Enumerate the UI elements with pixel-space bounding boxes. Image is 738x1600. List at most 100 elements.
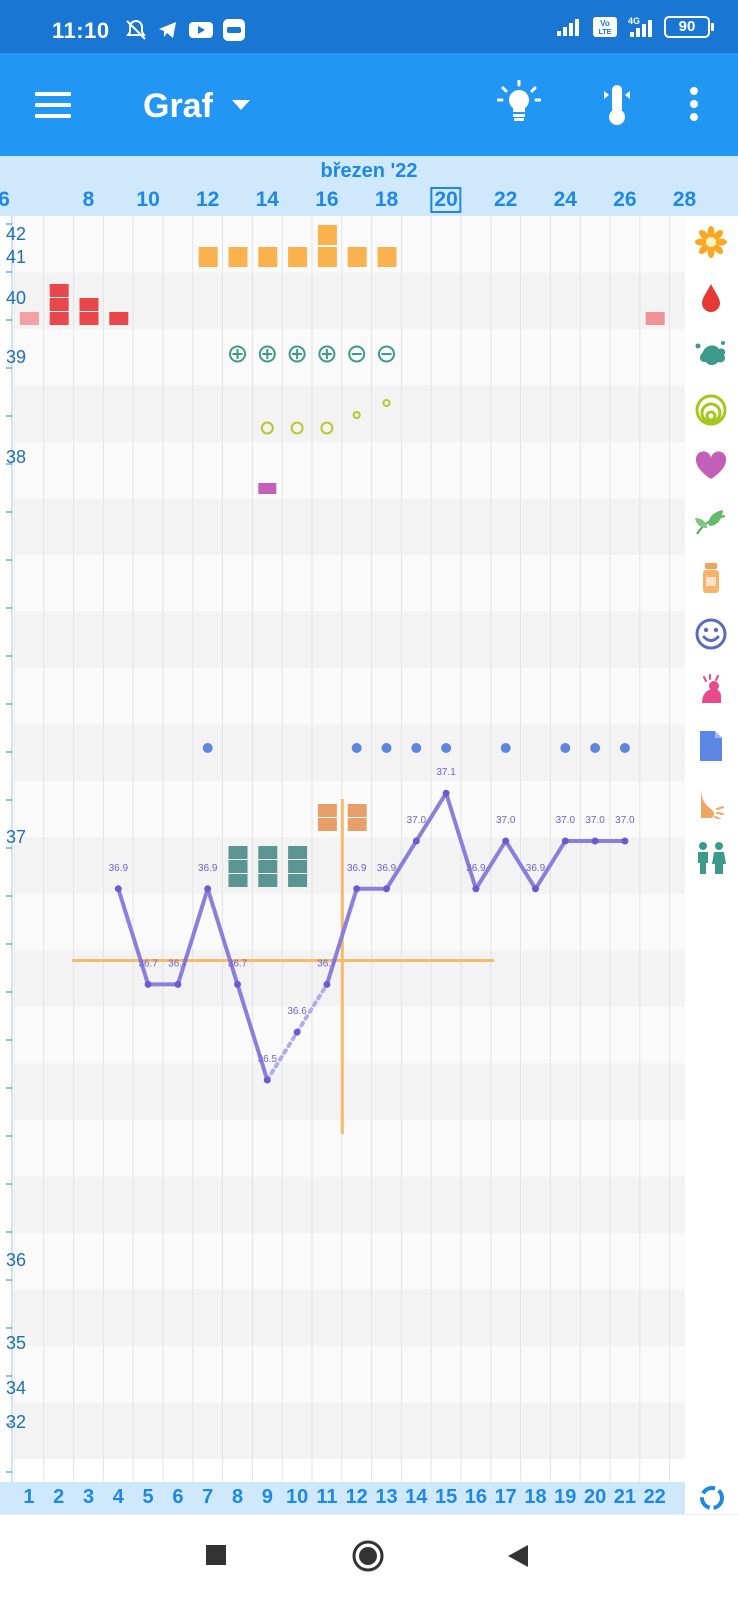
date-label: 22 (494, 188, 518, 211)
row-band (14, 555, 685, 612)
bleeding-mark (645, 312, 665, 325)
cervical-fluid-mark (258, 247, 278, 267)
cervical-fluid-mark (317, 247, 337, 267)
temperature-value-label: 36.9 (466, 863, 486, 874)
cycle-day-label[interactable]: 9 (261, 1486, 273, 1508)
row-band (14, 950, 685, 1007)
cycle-day-label[interactable]: 17 (494, 1486, 517, 1508)
medicine-bottle-icon[interactable] (691, 558, 731, 598)
temperature-segment (324, 886, 359, 987)
temperature-value-label: 37.1 (436, 767, 456, 778)
cycle-chart[interactable]: 42 41 40 39 38 37 36 35 34 32 36.9 36.7 36.7 36.9 36.7… (0, 216, 685, 1482)
row-band (14, 1233, 685, 1290)
temperature-segment (295, 982, 329, 1035)
splash-icon[interactable] (691, 334, 731, 374)
category-icon-column (685, 216, 738, 1482)
test-mark (288, 874, 308, 887)
date-label: 18 (374, 188, 399, 211)
cycle-day-label[interactable]: 1 (23, 1486, 35, 1508)
cervical-fluid-mark (198, 247, 218, 267)
refresh-icon[interactable] (698, 1484, 726, 1512)
temperature-point (114, 885, 122, 893)
heart-icon[interactable] (691, 446, 731, 486)
cycle-day-label[interactable]: 15 (434, 1486, 458, 1508)
cycle-day-label[interactable]: 21 (613, 1486, 637, 1508)
cycle-day-label[interactable]: 14 (405, 1486, 428, 1508)
temperature-segment (414, 791, 449, 843)
back-button[interactable] (506, 1543, 530, 1569)
y-axis-label: 41 (6, 247, 26, 267)
temperature-point (532, 885, 539, 893)
pain-mark (317, 818, 337, 831)
recents-button[interactable] (204, 1543, 228, 1567)
y-axis-label: 42 (6, 224, 26, 244)
temperature-segment (175, 886, 210, 987)
row-band (14, 668, 685, 725)
cycle-day-label[interactable]: 3 (82, 1486, 95, 1508)
cycle-day-label[interactable]: 12 (345, 1486, 368, 1508)
date-label: 6 (0, 188, 10, 211)
pain-mark (347, 804, 367, 817)
blood-drop-icon[interactable] (691, 278, 731, 318)
battery-indicator: 90 (664, 16, 714, 38)
cycle-day-label[interactable]: 19 (554, 1486, 577, 1508)
flower-icon[interactable] (691, 222, 731, 262)
leaf-icon[interactable] (691, 502, 731, 542)
menu-icon[interactable] (35, 92, 71, 118)
test-mark (228, 846, 248, 859)
cycle-day-label[interactable]: 4 (112, 1486, 124, 1508)
row-band (14, 385, 685, 442)
temperature-point (591, 837, 599, 845)
youtube-icon (189, 22, 213, 38)
test-mark (228, 874, 248, 887)
lightbulb-icon[interactable] (497, 80, 541, 126)
temperature-segment (444, 791, 478, 891)
row-band (14, 611, 685, 668)
bleeding-mark (49, 298, 69, 311)
note-dot (619, 743, 630, 753)
thermometer-icon[interactable] (600, 83, 634, 127)
test-mark (288, 860, 308, 873)
home-button[interactable] (351, 1539, 385, 1573)
cervix-rings-icon[interactable] (691, 390, 731, 430)
breast-icon[interactable] (691, 782, 731, 822)
temperature-value-label: 36.9 (377, 863, 397, 874)
test-mark (258, 860, 278, 873)
cervix-mark (382, 399, 391, 407)
cycle-day-label[interactable]: 2 (53, 1486, 65, 1508)
cycle-day-label[interactable]: 5 (142, 1486, 154, 1508)
cycle-day-label[interactable]: 18 (524, 1486, 547, 1508)
lh-positive-mark (318, 345, 336, 363)
cycle-day-label[interactable]: 13 (375, 1486, 398, 1508)
dropdown-caret-icon[interactable] (232, 100, 250, 110)
cycle-day-label[interactable]: 10 (285, 1486, 309, 1508)
y-axis-label: 32 (6, 1412, 26, 1432)
date-header: 6 8 10 12 14 16 18 20 22 24 26 28 (0, 186, 738, 216)
temperature-segment (473, 839, 508, 891)
test-mark (288, 846, 308, 859)
cycle-day-label[interactable]: 22 (643, 1486, 666, 1508)
smiley-icon[interactable] (691, 614, 731, 654)
y-axis-strip (0, 216, 14, 1482)
cycle-day-label[interactable]: 11 (316, 1486, 338, 1508)
temperature-point (472, 885, 480, 893)
page-title[interactable]: Graf (143, 87, 213, 125)
more-vert-icon[interactable] (688, 86, 700, 122)
cycle-day-label[interactable]: 7 (202, 1486, 214, 1508)
intercourse-mark (258, 483, 277, 494)
temperature-point (323, 980, 331, 988)
cycle-day-label[interactable]: 6 (172, 1486, 184, 1508)
svg-text:4G: 4G (628, 16, 640, 26)
cycle-day-label[interactable]: 8 (231, 1486, 244, 1508)
pain-icon[interactable] (691, 670, 731, 710)
cervix-mark (352, 411, 361, 419)
note-document-icon[interactable] (691, 726, 731, 766)
lh-negative-mark (348, 345, 366, 363)
y-axis-label: 36 (6, 1250, 26, 1270)
cycle-day-label[interactable]: 16 (464, 1486, 488, 1508)
cycle-day-label[interactable]: 20 (583, 1486, 607, 1508)
y-axis-label: 37 (6, 827, 26, 847)
svg-text:Vo: Vo (600, 19, 610, 28)
couple-icon[interactable] (691, 838, 731, 878)
